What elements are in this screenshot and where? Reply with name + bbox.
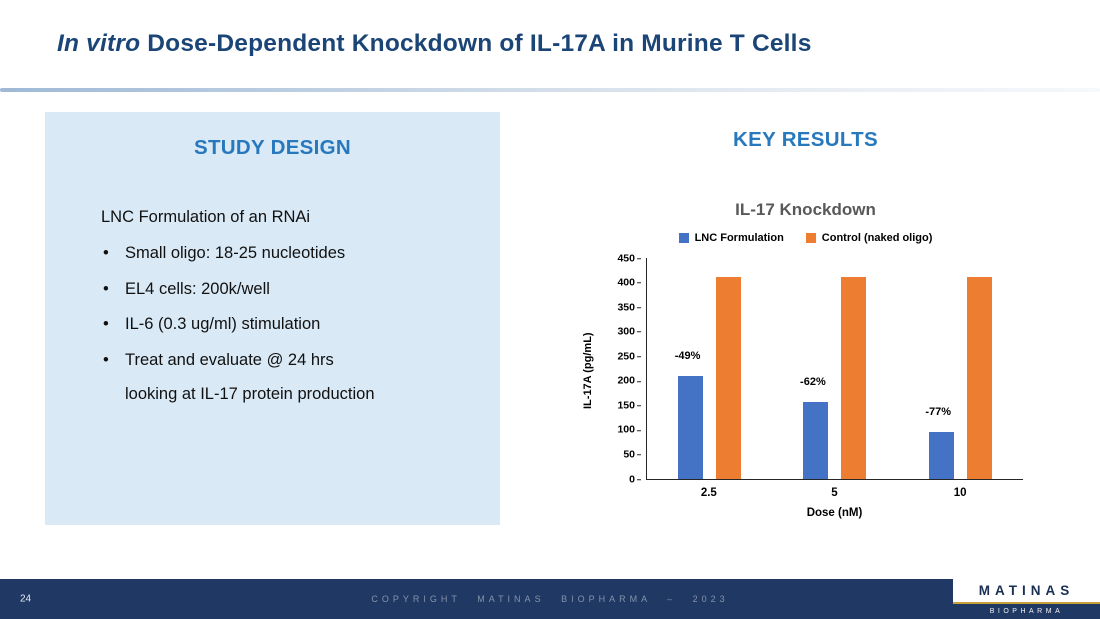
page-number: 24 <box>20 593 32 605</box>
study-design-bullet: Small oligo: 18-25 nucleotides <box>87 243 458 264</box>
page-title-italic: In vitro <box>57 30 141 57</box>
study-design-continuation: looking at IL-17 protein production <box>125 384 375 403</box>
y-tick-label: 250 <box>599 351 641 362</box>
y-tick-label: 450 <box>599 253 641 264</box>
y-tick-label: 150 <box>599 400 641 411</box>
header: In vitro Dose-Dependent Knockdown of IL-… <box>57 30 1057 58</box>
logo-primary-text: MATINAS <box>953 579 1100 602</box>
y-tick-label: 300 <box>599 326 641 337</box>
x-tick-label: 5 <box>831 487 838 499</box>
title-divider <box>0 88 1100 92</box>
study-design-bullet: Treat and evaluate @ 24 hrs <box>87 350 458 371</box>
legend-label: Control (naked oligo) <box>821 232 933 244</box>
bar-control-naked-oligo--5 <box>841 276 867 479</box>
chart-title: IL-17 Knockdown <box>735 200 876 219</box>
legend-label: LNC Formulation <box>694 232 784 244</box>
copyright-text: COPYRIGHT MATINAS BIOPHARMA – 2023 <box>371 594 729 604</box>
y-tick-label: 200 <box>599 376 641 387</box>
legend-item: LNC Formulation <box>678 232 784 244</box>
bar-lnc-formulation-10: -77% <box>925 406 954 479</box>
legend-item: Control (naked oligo) <box>805 232 933 244</box>
page-title: In vitro Dose-Dependent Knockdown of IL-… <box>57 30 1057 58</box>
y-tick-label: 100 <box>599 425 641 436</box>
y-tick-label: 400 <box>599 277 641 288</box>
study-design-heading: STUDY DESIGN <box>194 136 351 159</box>
page-title-rest: Dose-Dependent Knockdown of IL-17A in Mu… <box>140 30 812 57</box>
x-tick-label: 2.5 <box>700 487 717 499</box>
chart-area: IL-17A (pg/mL) 0 50 100 150 200 250 300 350 400 4… <box>578 253 1033 519</box>
bar-control-naked-oligo--2.5 <box>716 276 742 479</box>
study-design-bullet: IL-6 (0.3 ug/ml) stimulation <box>87 314 458 335</box>
y-tick-label: 0 <box>599 474 641 485</box>
y-tick-label: 350 <box>599 302 641 313</box>
il17-knockdown-chart: IL-17 Knockdown LNC Formulation Control (… <box>578 200 1033 519</box>
plot-area: 0 50 100 150 200 250 300 350 400 450 -49% -62% -77% <box>617 253 1023 484</box>
bar-annotation: -77% <box>925 406 952 419</box>
legend-swatch <box>805 233 816 243</box>
logo-gold-rule <box>953 602 1100 604</box>
bar-annotation: -62% <box>800 375 826 388</box>
matinas-logo: MATINAS BIOPHARMA <box>953 579 1100 619</box>
study-design-bullet: EL4 cells: 200k/well <box>87 279 458 300</box>
bar-lnc-formulation-2.5: -49% <box>675 350 704 479</box>
x-axis-labels: 2.5 5 10 <box>646 480 1023 499</box>
plot-column: 0 50 100 150 200 250 300 350 400 450 -49% -62% -77% … <box>598 253 1033 519</box>
x-axis-title: Dose (nM) <box>806 507 863 519</box>
footer: 24 COPYRIGHT MATINAS BIOPHARMA – 2023 MA… <box>0 579 1100 619</box>
bar-group-10: -77% <box>898 258 1023 479</box>
x-tick-label: 10 <box>953 487 967 499</box>
study-design-bullet-list: Small oligo: 18-25 nucleotides EL4 cells… <box>87 243 458 371</box>
bar-group-2.5: -49% <box>647 258 772 479</box>
logo-secondary-text: BIOPHARMA <box>989 608 1064 615</box>
legend-swatch <box>678 233 689 243</box>
study-design-panel: STUDY DESIGN LNC Formulation of an RNAi … <box>45 112 500 525</box>
chart-legend: LNC Formulation Control (naked oligo) <box>578 232 1033 244</box>
bar-control-naked-oligo--10 <box>966 276 992 479</box>
y-axis-title: IL-17A (pg/mL) <box>582 332 594 409</box>
y-tick-label: 50 <box>599 449 641 460</box>
study-design-intro: LNC Formulation of an RNAi <box>101 208 311 226</box>
bar-lnc-formulation-5: -62% <box>800 376 829 479</box>
bar-annotation: -49% <box>674 349 701 362</box>
bar-group-5: -62% <box>772 258 897 479</box>
key-results-heading: KEY RESULTS <box>733 128 878 151</box>
